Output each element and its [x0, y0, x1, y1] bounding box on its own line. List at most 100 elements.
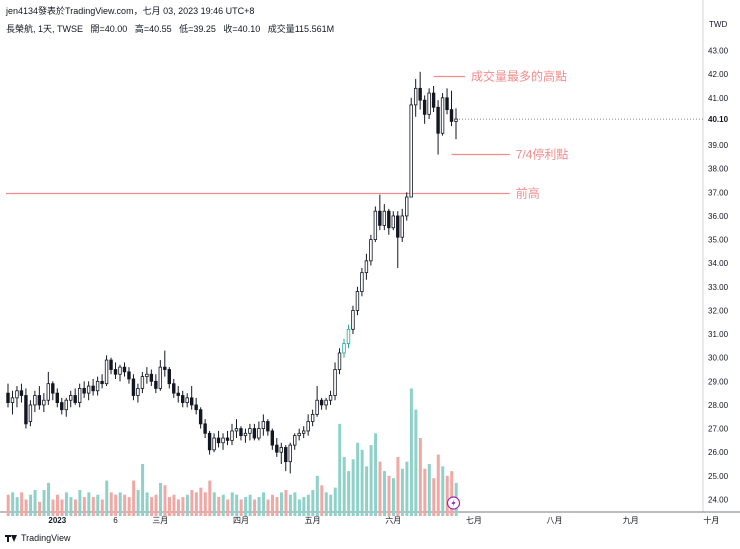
volume-bar: [118, 492, 122, 516]
candle-body: [279, 447, 283, 453]
volume-bar: [91, 497, 95, 516]
publish-info: jen4134發表於TradingView.com，七月 03, 2023 19…: [6, 6, 255, 16]
high-value: 高=40.55: [134, 24, 172, 34]
candle-body: [319, 399, 324, 406]
candle-body: [77, 388, 82, 403]
volume-bar: [311, 490, 315, 516]
candle-body: [176, 392, 180, 396]
candle-body: [86, 385, 91, 394]
volume-bar: [414, 409, 418, 516]
volume-bar: [190, 490, 194, 516]
y-tick-label: 28.00: [708, 401, 729, 410]
volume-bar: [60, 499, 64, 516]
volume-bar: [365, 466, 369, 516]
candle-body: [355, 291, 360, 311]
candle-body: [333, 369, 337, 396]
y-tick-label: 36.00: [708, 212, 729, 221]
candle-body: [212, 437, 216, 451]
candle-body: [315, 399, 319, 415]
candle-body: [167, 369, 171, 385]
candle-body: [252, 428, 257, 439]
y-tick-label: 26.00: [708, 448, 729, 457]
x-tick-label: 九月: [623, 516, 639, 525]
volume-bar: [105, 480, 109, 516]
candle-body: [266, 421, 270, 432]
candle-body: [396, 215, 400, 238]
volume-bar: [436, 454, 440, 516]
candle-body: [33, 395, 37, 406]
y-tick-label: 31.00: [708, 330, 729, 339]
volume-bar: [20, 492, 24, 516]
volume-bar: [221, 494, 225, 516]
last-price-label: 40.10: [708, 115, 729, 124]
candle-body: [431, 92, 436, 108]
candle-body: [284, 447, 288, 463]
candle-body: [230, 430, 234, 441]
candle-body: [328, 395, 333, 401]
volume-bar: [136, 490, 140, 516]
volume-bar: [127, 497, 131, 516]
volume-bar: [194, 492, 198, 516]
volume-bar: [400, 468, 404, 516]
candle-body: [346, 328, 351, 344]
volume-bar: [185, 494, 189, 516]
candle-body: [405, 196, 409, 217]
volume-bar: [279, 492, 283, 516]
candle-body: [310, 414, 315, 422]
x-tick-label: 2023: [48, 516, 66, 525]
volume-bar: [24, 499, 28, 516]
candle-body: [122, 366, 127, 373]
currency-label: TWD: [709, 20, 727, 29]
volume-bar: [203, 492, 207, 516]
volume-bar: [306, 494, 310, 516]
volume-bar: [378, 461, 382, 516]
candle-body: [145, 373, 149, 377]
volume-bar: [96, 494, 100, 516]
volume-bar: [235, 494, 239, 516]
candle-body: [64, 399, 68, 411]
candle-body: [225, 437, 230, 441]
candle-body: [391, 215, 395, 229]
candle-body: [216, 437, 221, 444]
volume-bar: [33, 490, 37, 516]
candle-body: [69, 395, 73, 401]
volume-bar: [405, 461, 409, 516]
candle-body: [427, 92, 431, 115]
volume-bar: [450, 471, 454, 516]
last-price-tag: [704, 112, 736, 127]
y-tick-label: 35.00: [708, 236, 729, 245]
candle-body: [351, 310, 355, 330]
candle-body: [60, 402, 64, 411]
y-tick-label: 41.00: [708, 94, 729, 103]
y-tick-label: 37.00: [708, 188, 729, 197]
volume-bar: [239, 499, 243, 516]
candle-body: [172, 383, 176, 394]
volume-bar: [159, 482, 163, 516]
volume-bar: [409, 388, 413, 516]
y-tick-label: 42.00: [708, 70, 729, 79]
annotation-label: 前高: [516, 185, 540, 200]
volume-bar: [374, 433, 378, 516]
footer-brand[interactable]: TradingView: [5, 533, 71, 543]
volume-bar: [163, 485, 167, 516]
y-tick-label: 27.00: [708, 425, 729, 434]
y-tick-label: 43.00: [708, 47, 729, 56]
volume-bar: [64, 492, 68, 516]
volume-bar: [114, 494, 118, 516]
volume-bar: [217, 497, 221, 516]
volume-bar: [266, 499, 270, 516]
volume-bar: [141, 464, 145, 516]
volume-bar: [248, 494, 252, 516]
volume-bar: [275, 497, 279, 516]
candle-body: [297, 432, 301, 437]
volume-bar: [244, 497, 248, 516]
volume-bar: [73, 499, 77, 516]
volume-bar: [427, 464, 431, 516]
candle-body: [136, 388, 140, 396]
annotation-label: 成交量最多的高點: [471, 69, 567, 84]
candle-body: [19, 390, 24, 396]
volume-bar: [315, 475, 319, 516]
volume-bar: [342, 456, 346, 516]
candle-body: [82, 388, 86, 394]
